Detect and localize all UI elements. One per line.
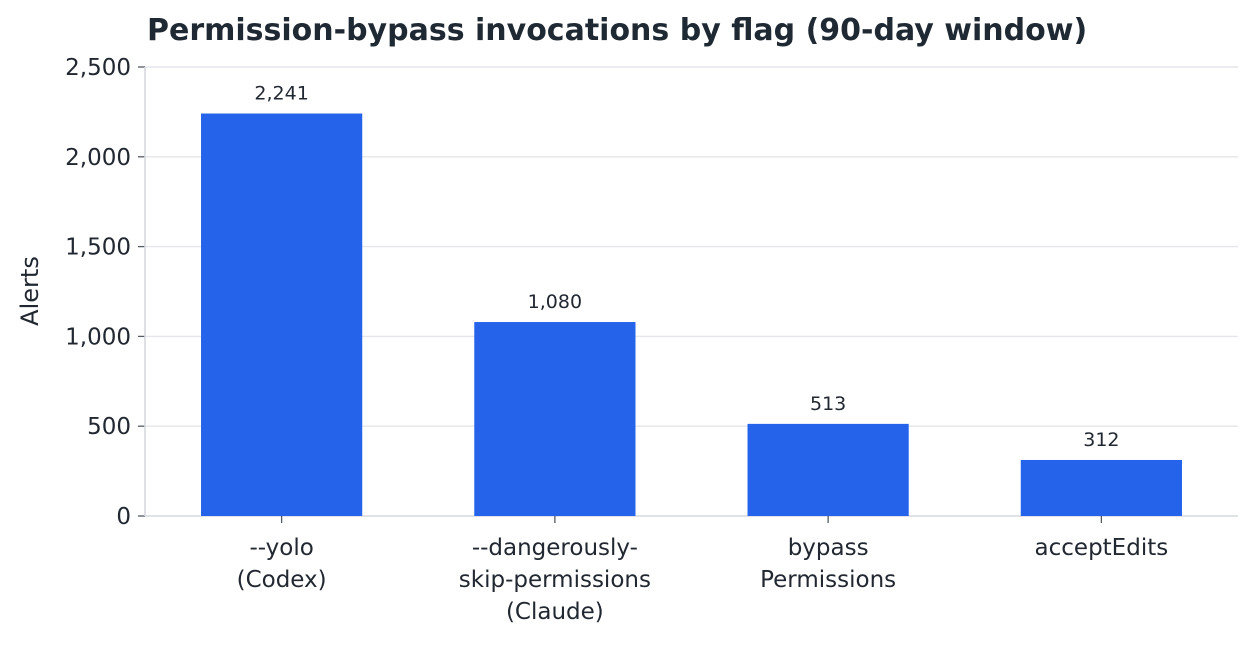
y-tick-label: 1,500 <box>65 235 131 261</box>
x-tick-label: --yolo (Codex) <box>237 535 327 593</box>
y-axis-label: Alerts <box>16 256 44 326</box>
y-tick-labels: 0 500 1,000 1,500 2,000 2,500 <box>65 55 131 530</box>
bar <box>474 322 636 516</box>
chart-title: Permission-bypass invocations by flag (9… <box>147 13 1087 48</box>
bars <box>201 113 1182 516</box>
y-tick-label: 500 <box>87 414 131 440</box>
y-tick-label: 0 <box>116 504 131 530</box>
bar-value-label: 312 <box>1083 429 1119 451</box>
x-tick-labels: --yolo (Codex) --dangerously-skip-permissi… <box>237 535 1169 625</box>
bar-value-label: 1,080 <box>528 291 582 313</box>
bar <box>201 113 363 516</box>
x-tick-label: --dangerously-skip-permissions (Claude) <box>459 535 651 625</box>
y-tick-label: 2,500 <box>65 55 131 81</box>
y-tick-label: 1,000 <box>65 324 131 350</box>
bar-value-label: 2,241 <box>254 83 308 105</box>
data-labels: 2,241 1,080 513 312 <box>254 83 1119 451</box>
bar <box>747 423 909 516</box>
x-tick-label: bypass Permissions <box>760 535 896 593</box>
y-tick-label: 2,000 <box>65 145 131 171</box>
x-tick-label: acceptEdits <box>1035 535 1169 561</box>
bar-value-label: 513 <box>810 393 846 415</box>
bar <box>1020 459 1182 516</box>
